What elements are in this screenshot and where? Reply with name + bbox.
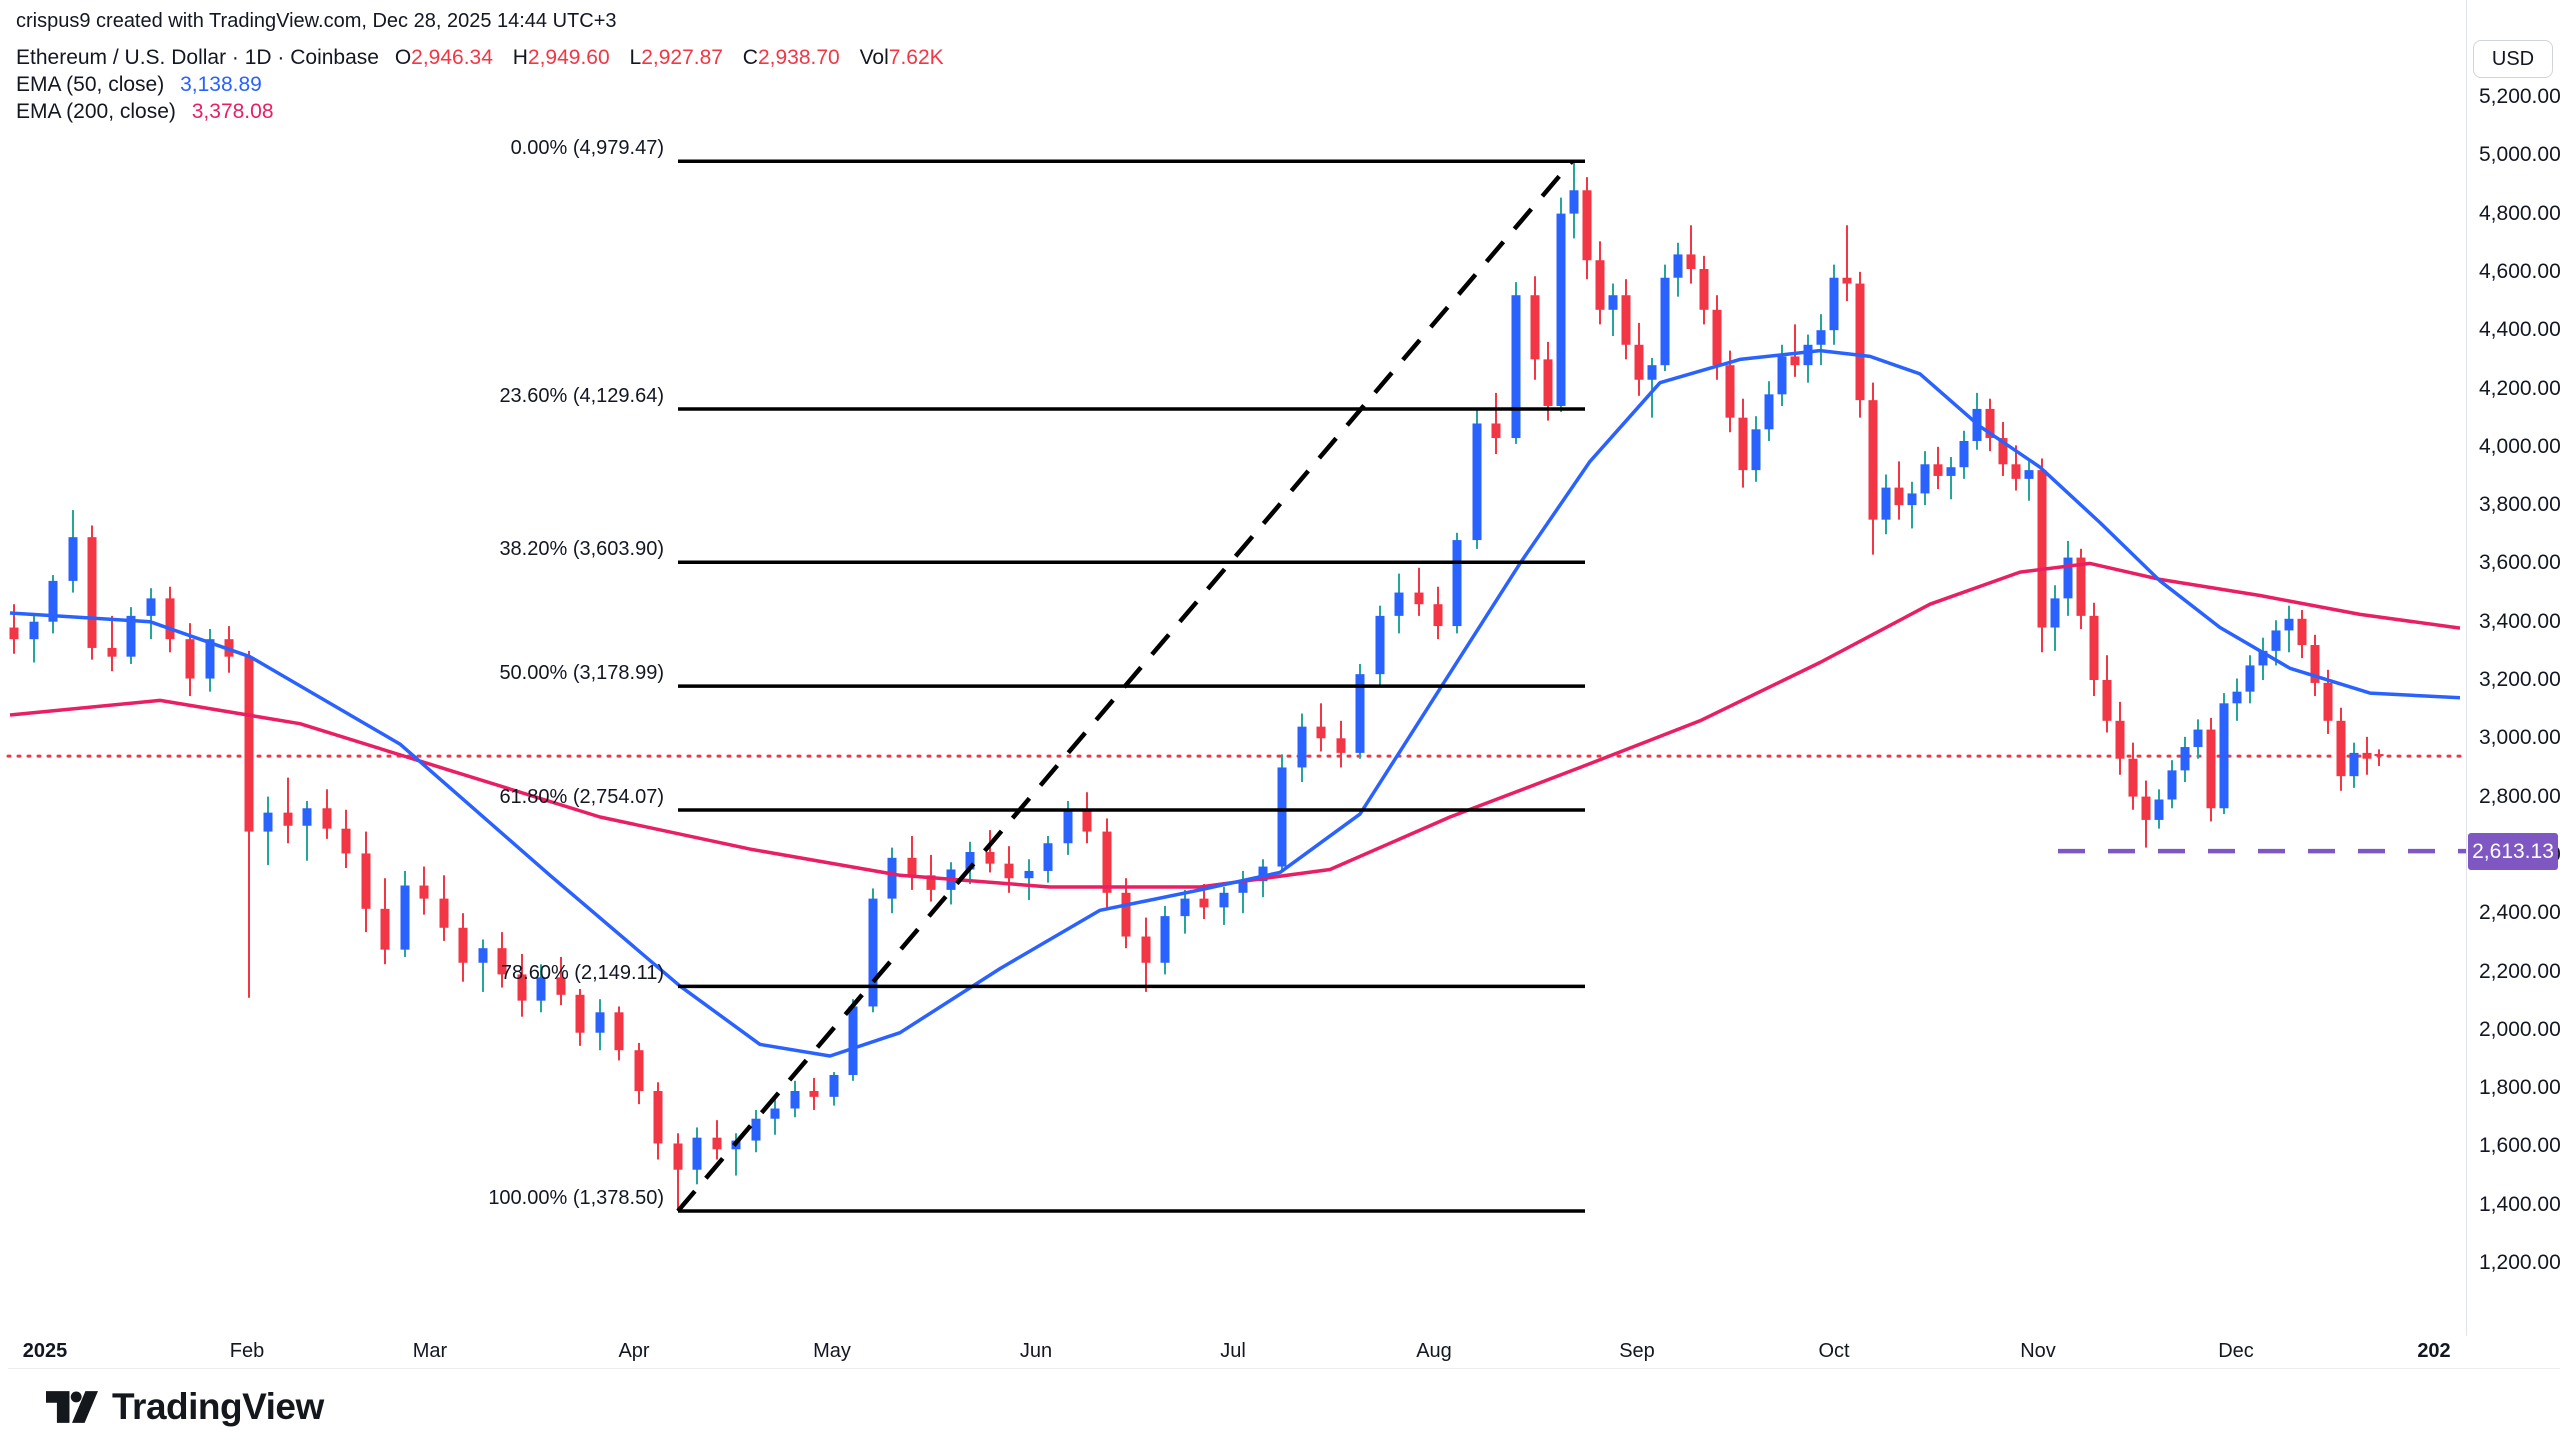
ema200-value: 3,378.08	[191, 100, 274, 123]
time-tick: Oct	[1818, 1340, 1850, 1362]
close-key: C	[742, 46, 758, 69]
attribution-text: crispus9 created with TradingView.com, D…	[16, 10, 617, 32]
price-tick: 3,400.00	[2479, 609, 2560, 633]
tradingview-mark-icon	[46, 1391, 98, 1423]
tradingview-logo[interactable]: TradingView	[46, 1386, 324, 1428]
low-key: L	[629, 46, 642, 69]
support-price-label: 2,613.13	[2468, 833, 2558, 871]
ema50-row[interactable]: EMA (50, close) 3,138.89	[16, 71, 958, 98]
symbol-title[interactable]: Ethereum / U.S. Dollar · 1D · Coinbase	[16, 46, 379, 69]
time-tick: Mar	[412, 1340, 448, 1362]
fib-level-label: 50.00% (3,178.99)	[499, 662, 664, 685]
legend-panel[interactable]: Ethereum / U.S. Dollar · 1D · Coinbase O…	[16, 44, 958, 125]
fib-level-label: 38.20% (3,603.90)	[499, 538, 664, 561]
open-key: O	[394, 46, 412, 69]
high-key: H	[512, 46, 528, 69]
time-tick: Jul	[1220, 1340, 1246, 1362]
low-value: 2,927.87	[641, 46, 723, 69]
fib-level-label: 61.80% (2,754.07)	[499, 785, 664, 808]
volume-key: Vol	[859, 46, 889, 69]
time-tick: Dec	[2218, 1340, 2254, 1362]
volume-value: 7.62K	[888, 46, 944, 69]
price-tick: 5,000.00	[2479, 143, 2560, 167]
price-tick: 2,200.00	[2479, 959, 2560, 983]
ema200-label[interactable]: EMA (200, close)	[16, 100, 176, 123]
price-tick: 2,000.00	[2479, 1017, 2560, 1041]
fib-level-label: 0.00% (4,979.47)	[510, 137, 664, 160]
ema200-row[interactable]: EMA (200, close) 3,378.08	[16, 98, 958, 125]
ema50-value: 3,138.89	[180, 73, 262, 96]
time-tick: Nov	[2020, 1340, 2056, 1362]
time-tick: Feb	[229, 1340, 265, 1362]
fib-level-label: 100.00% (1,378.50)	[488, 1186, 664, 1209]
price-tick: 4,400.00	[2479, 318, 2560, 342]
price-axis[interactable]: USD 5,200.00 5,000.00 4,800.00 4,600.00 4,40…	[2466, 0, 2560, 1372]
price-tick: 2,800.00	[2479, 784, 2560, 808]
symbol-row[interactable]: Ethereum / U.S. Dollar · 1D · Coinbase O…	[16, 44, 958, 71]
axis-separator	[8, 1368, 2560, 1369]
price-tick: 4,000.00	[2479, 434, 2560, 458]
time-tick: Sep	[1619, 1340, 1655, 1362]
time-tick: Aug	[1416, 1340, 1452, 1362]
tradingview-wordmark: TradingView	[112, 1386, 324, 1427]
time-tick: Apr	[618, 1340, 650, 1362]
time-tick: May	[813, 1340, 851, 1362]
high-value: 2,949.60	[527, 46, 610, 69]
time-tick: Jun	[1019, 1340, 1053, 1362]
price-tick: 2,400.00	[2479, 901, 2560, 925]
price-tick: 3,200.00	[2479, 668, 2560, 691]
price-tick: 4,800.00	[2479, 201, 2560, 225]
price-tick: 4,200.00	[2479, 376, 2560, 400]
time-tick: 202	[2417, 1340, 2451, 1362]
time-tick: 2025	[22, 1340, 68, 1362]
price-tick: 3,600.00	[2479, 551, 2560, 575]
price-tick: 1,800.00	[2479, 1076, 2560, 1100]
price-tick: 1,200.00	[2479, 1251, 2560, 1274]
time-axis[interactable]: 2025 Feb Mar Apr May Jun Jul Aug Sep Oct Nov Dec 202	[0, 1336, 2560, 1372]
price-tick: 4,600.00	[2479, 259, 2560, 283]
price-tick: 5,200.00	[2479, 85, 2560, 108]
price-tick: 1,400.00	[2479, 1192, 2560, 1216]
price-tick: 3,000.00	[2479, 726, 2560, 750]
fib-level-label: 23.60% (4,129.64)	[499, 385, 664, 407]
ema50-label[interactable]: EMA (50, close)	[16, 73, 165, 96]
currency-badge[interactable]: USD	[2473, 40, 2553, 78]
open-value: 2,946.34	[411, 46, 493, 69]
close-value: 2,938.70	[757, 46, 840, 69]
fib-level-label: 78.60% (2,149.11)	[500, 962, 664, 985]
price-tick: 1,600.00	[2479, 1134, 2560, 1158]
price-tick: 3,800.00	[2479, 493, 2560, 517]
